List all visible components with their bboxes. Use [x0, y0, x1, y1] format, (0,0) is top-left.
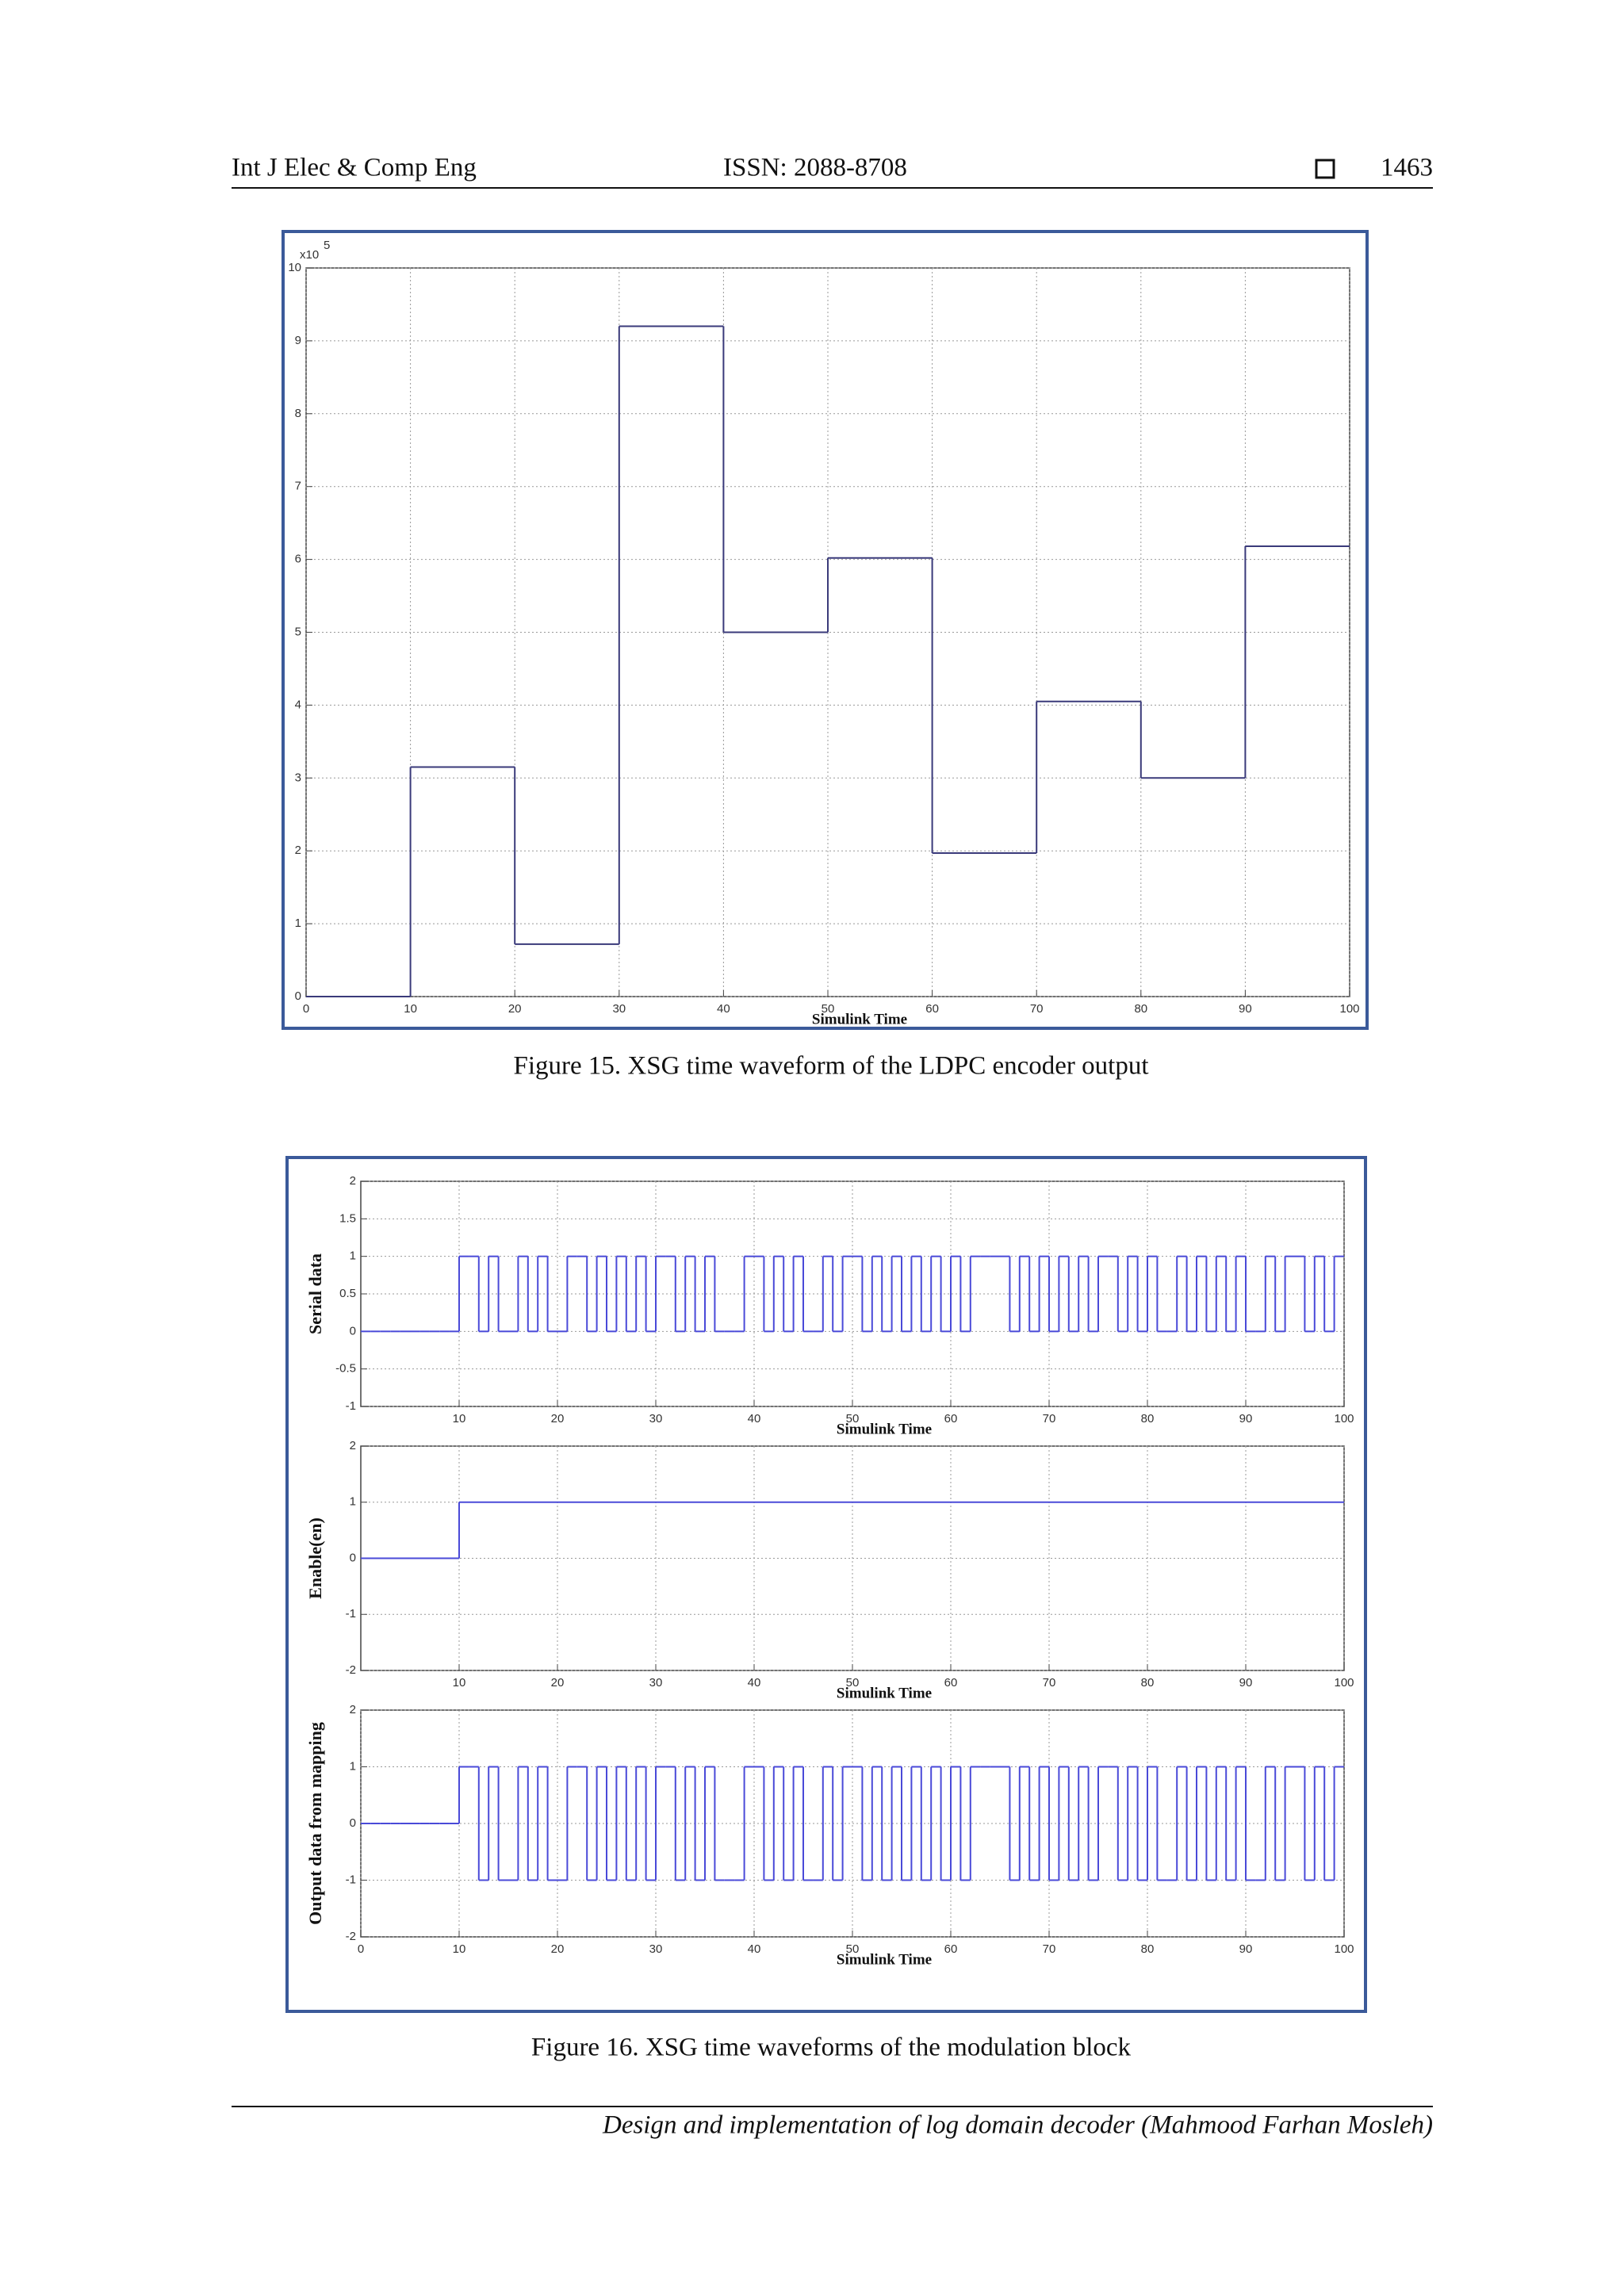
header-box-icon: [1315, 159, 1335, 179]
running-head-journal: Int J Elec & Comp Eng: [232, 154, 477, 182]
x-tick-label: 20: [551, 1676, 565, 1689]
x-tick-label: 40: [748, 1676, 761, 1689]
x-tick-label: 30: [649, 1942, 663, 1956]
x-tick-label: 90: [1239, 1676, 1253, 1689]
y-tick-label: 1: [350, 1495, 356, 1509]
running-head-issn: ISSN: 2088-8708: [723, 154, 907, 182]
chart: -1 -0.5 0 0.5 1 1.5 2 10 20 30 40 50 60 70 80 90 100 Simu…: [305, 1174, 1354, 1437]
x-tick-label: 100: [1334, 1942, 1354, 1956]
y-tick-label: 5: [295, 625, 301, 638]
x-tick-label: 50: [846, 1412, 860, 1425]
y-tick-label: -1: [346, 1399, 356, 1413]
x-tick-label: 100: [1334, 1676, 1354, 1689]
chart: -2 -1 0 1 2 10 20 30 40 50 60 70 80 90 100 Simulink Tim…: [305, 1439, 1354, 1701]
x-tick-label: 10: [453, 1676, 466, 1689]
x-tick-label: 20: [508, 1002, 522, 1016]
page-number: 1463: [1381, 154, 1433, 182]
x-axis-label: Simulink Time: [837, 1421, 932, 1437]
y-tick-label: -0.5: [335, 1362, 356, 1376]
x-tick-label: 40: [717, 1002, 730, 1016]
x-tick-label: 40: [748, 1412, 761, 1425]
x-tick-label: 60: [944, 1676, 958, 1689]
x-tick-label: 30: [612, 1002, 626, 1016]
x-tick-label: 30: [649, 1412, 663, 1425]
x-tick-label: 80: [1134, 1002, 1147, 1016]
y-tick-label: 0: [350, 1324, 356, 1337]
y-tick-label: -2: [346, 1663, 356, 1677]
x-tick-label: 10: [453, 1942, 466, 1956]
x-tick-label: 100: [1339, 1002, 1359, 1016]
y-tick-label: 1: [350, 1759, 356, 1773]
x-tick-label: 20: [551, 1412, 565, 1425]
x-tick-label: 80: [1141, 1676, 1155, 1689]
x-tick-label: 20: [551, 1942, 565, 1956]
y-axis-label: Enable(en): [305, 1517, 325, 1599]
y-tick-label: 4: [295, 698, 301, 711]
x-axis-label: Simulink Time: [812, 1011, 907, 1027]
x-tick-label: 0: [303, 1002, 309, 1016]
y-tick-label: 0: [295, 989, 301, 1003]
x-tick-label: 80: [1141, 1942, 1155, 1956]
y-tick-label: 2: [350, 1439, 356, 1452]
y-tick-label: 9: [295, 334, 301, 347]
x-tick-label: 100: [1334, 1412, 1354, 1425]
x-tick-label: 80: [1141, 1412, 1155, 1425]
x-tick-label: 60: [944, 1942, 958, 1956]
y-tick-label: 2: [295, 844, 301, 857]
x-tick-label: 70: [1030, 1002, 1044, 1016]
y-tick-label: 1: [350, 1249, 356, 1263]
x-tick-label: 10: [404, 1002, 417, 1016]
x-tick-label: 70: [1043, 1412, 1056, 1425]
y-tick-label: 7: [295, 480, 301, 493]
x-tick-label: 60: [925, 1002, 939, 1016]
x-axis-label: Simulink Time: [837, 1951, 932, 1968]
y-tick-label: 0.5: [339, 1287, 356, 1300]
x-tick-label: 90: [1239, 1942, 1253, 1956]
x-tick-label: 30: [649, 1676, 663, 1689]
x-tick-label: 10: [453, 1412, 466, 1425]
x-tick-label: 50: [846, 1942, 860, 1956]
figure-caption: Figure 16. XSG time waveforms of the mod…: [531, 2034, 1132, 2062]
y-tick-label: -2: [346, 1930, 356, 1943]
y-tick-label: 2: [350, 1703, 356, 1716]
figure-caption: Figure 15. XSG time waveform of the LDPC…: [513, 1052, 1148, 1081]
x-tick-label: 60: [944, 1412, 958, 1425]
y-tick-label: 10: [288, 261, 301, 274]
x-tick-label: 90: [1239, 1412, 1253, 1425]
running-footer: Design and implementation of log domain …: [602, 2111, 1433, 2140]
y-tick-label: 2: [350, 1174, 356, 1188]
y-tick-label: -1: [346, 1873, 356, 1886]
x-tick-label: 90: [1239, 1002, 1252, 1016]
y-tick-label: 8: [295, 407, 301, 420]
x-tick-label: 70: [1043, 1676, 1056, 1689]
y-axis-label: Serial data: [305, 1253, 325, 1334]
x-tick-label: 40: [748, 1942, 761, 1956]
y-scale-exponent: 5: [324, 239, 330, 252]
y-tick-label: 1: [295, 916, 301, 930]
y-scale-base: x10: [300, 248, 319, 262]
x-tick-label: 50: [846, 1676, 860, 1689]
x-tick-label: 50: [822, 1002, 835, 1016]
x-tick-label: 0: [358, 1942, 364, 1956]
y-tick-label: -1: [346, 1607, 356, 1621]
x-axis-label: Simulink Time: [837, 1685, 932, 1701]
y-tick-label: 3: [295, 771, 301, 784]
y-tick-label: 0: [350, 1816, 356, 1830]
y-tick-label: 6: [295, 553, 301, 566]
y-tick-label: 0: [350, 1551, 356, 1564]
y-axis-label: Output data from mapping: [305, 1722, 325, 1925]
y-tick-label: 1.5: [339, 1211, 356, 1225]
x-tick-label: 70: [1043, 1942, 1056, 1956]
